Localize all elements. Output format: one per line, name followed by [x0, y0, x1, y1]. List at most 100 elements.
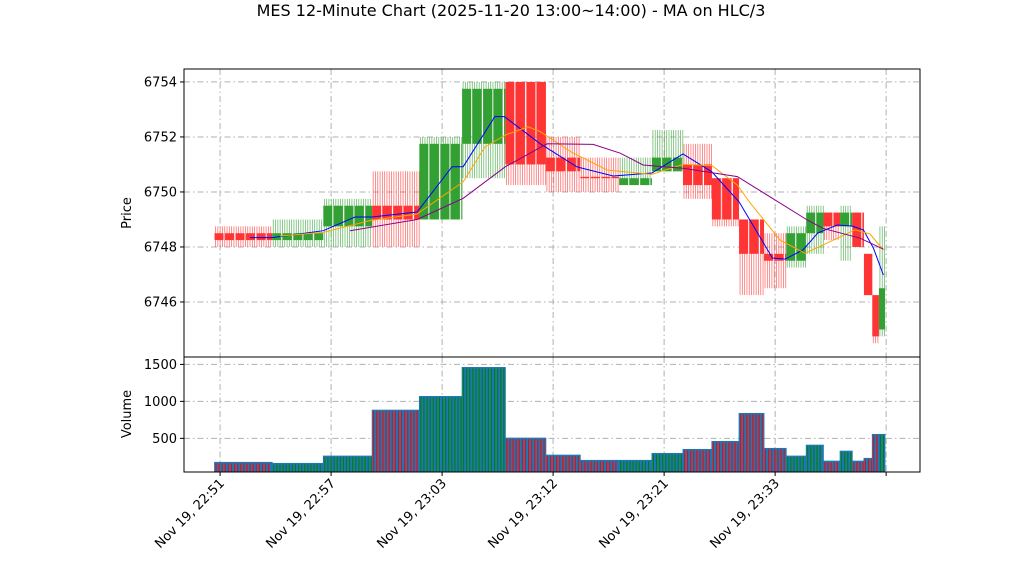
x-tick-label: Nov 19, 22:51	[152, 476, 228, 552]
candle-body	[796, 233, 806, 261]
candle-body	[662, 157, 672, 172]
x-tick-label: Nov 19, 23:33	[707, 476, 783, 552]
moving-average-lines	[250, 116, 884, 276]
candle-body	[878, 288, 886, 330]
x-tick-label: Nov 19, 23:03	[374, 476, 450, 552]
candle-body	[749, 219, 759, 254]
candle-body	[372, 205, 382, 220]
candle-body	[650, 178, 652, 186]
candle-down	[711, 178, 740, 227]
candle-body	[703, 164, 712, 186]
volume-y-axis: 500 1000 1500	[144, 358, 184, 447]
candle-body	[823, 212, 833, 227]
volume-rect	[461, 367, 506, 473]
candle-body	[256, 233, 266, 241]
candle-body	[601, 176, 611, 179]
candle-body	[354, 205, 364, 227]
candle-body	[619, 178, 629, 186]
volume-bar	[839, 450, 853, 473]
candle-body	[651, 157, 661, 172]
candle-body	[536, 81, 546, 165]
price-grid	[184, 69, 920, 357]
price-tick-label: 6754	[144, 75, 177, 90]
candle-body	[429, 143, 439, 220]
volume-bar	[682, 448, 713, 473]
volume-bar	[545, 454, 581, 473]
volume-bar	[763, 447, 787, 473]
volume-bar	[322, 455, 373, 473]
candle-up	[419, 136, 463, 220]
volume-rect	[878, 433, 886, 473]
candle-body	[526, 81, 536, 165]
candle-down	[214, 226, 273, 247]
volume-bar	[823, 460, 841, 473]
volume-grid	[184, 357, 920, 472]
volume-bar	[504, 437, 547, 473]
candle-body	[214, 233, 224, 241]
candle-body	[462, 88, 472, 144]
volume-bar	[871, 433, 880, 473]
x-axis: Nov 19, 22:51 Nov 19, 22:57 Nov 19, 23:03 N…	[152, 472, 887, 552]
candle-up	[840, 205, 853, 261]
candle-body	[515, 81, 525, 165]
candle-up	[651, 130, 684, 172]
x-tick-label: Nov 19, 23:12	[485, 476, 561, 552]
candle-body	[872, 295, 879, 337]
candle-body	[577, 157, 581, 172]
volume-bar	[371, 409, 420, 473]
ma_slow-line	[349, 143, 884, 250]
x-tick-label: Nov 19, 22:57	[263, 476, 339, 552]
volume-bar	[851, 460, 865, 473]
candle-body	[590, 176, 600, 179]
candle-body	[629, 178, 639, 186]
candle-up	[462, 81, 506, 179]
candle-up	[323, 198, 373, 247]
volume-bar	[738, 412, 765, 473]
candle-body	[580, 176, 590, 179]
volume-bar	[579, 459, 620, 473]
candle-body	[450, 143, 460, 220]
candle-body	[393, 205, 403, 220]
volume-bar	[651, 452, 684, 473]
volume-rect	[418, 396, 463, 473]
volume-bar	[461, 367, 506, 473]
candle-body	[672, 157, 682, 172]
candle-body	[786, 233, 796, 261]
ma_mid-line	[279, 126, 884, 254]
x-tick-label: Nov 19, 23:21	[596, 476, 672, 552]
candle-body	[556, 157, 566, 172]
candle-body	[483, 88, 493, 144]
candle-body	[816, 212, 824, 234]
volume-rect	[805, 444, 824, 473]
candle-body	[852, 212, 862, 247]
candle-body	[365, 205, 373, 227]
volume-axis-label: Volume	[120, 390, 135, 438]
volume-bars	[214, 367, 886, 473]
candle-body	[693, 164, 703, 186]
candle-body	[314, 233, 324, 241]
price-tick-label: 6750	[144, 185, 177, 200]
volume-bar	[618, 459, 653, 473]
candle-body	[739, 219, 749, 254]
price-tick-label: 6748	[144, 240, 177, 255]
candle-body	[472, 88, 482, 144]
candle-body	[840, 212, 850, 227]
price-tick-label: 6746	[144, 295, 177, 310]
volume-bar	[418, 396, 463, 473]
volume-bar	[878, 433, 886, 473]
candle-down	[505, 81, 546, 186]
candle-down	[580, 157, 620, 192]
candle-body	[760, 219, 765, 254]
candle-up	[786, 226, 807, 268]
candle-body	[682, 164, 692, 186]
candle-body	[293, 233, 303, 241]
candle-down	[764, 233, 787, 289]
candle-body	[344, 205, 354, 227]
price-y-axis: 6746 6748 6750 6752 6754	[144, 75, 184, 310]
candle-body	[382, 205, 392, 220]
candle-body	[566, 157, 576, 172]
candle-body	[235, 233, 245, 241]
price-tick-label: 6752	[144, 130, 177, 145]
candle-down	[545, 136, 581, 192]
